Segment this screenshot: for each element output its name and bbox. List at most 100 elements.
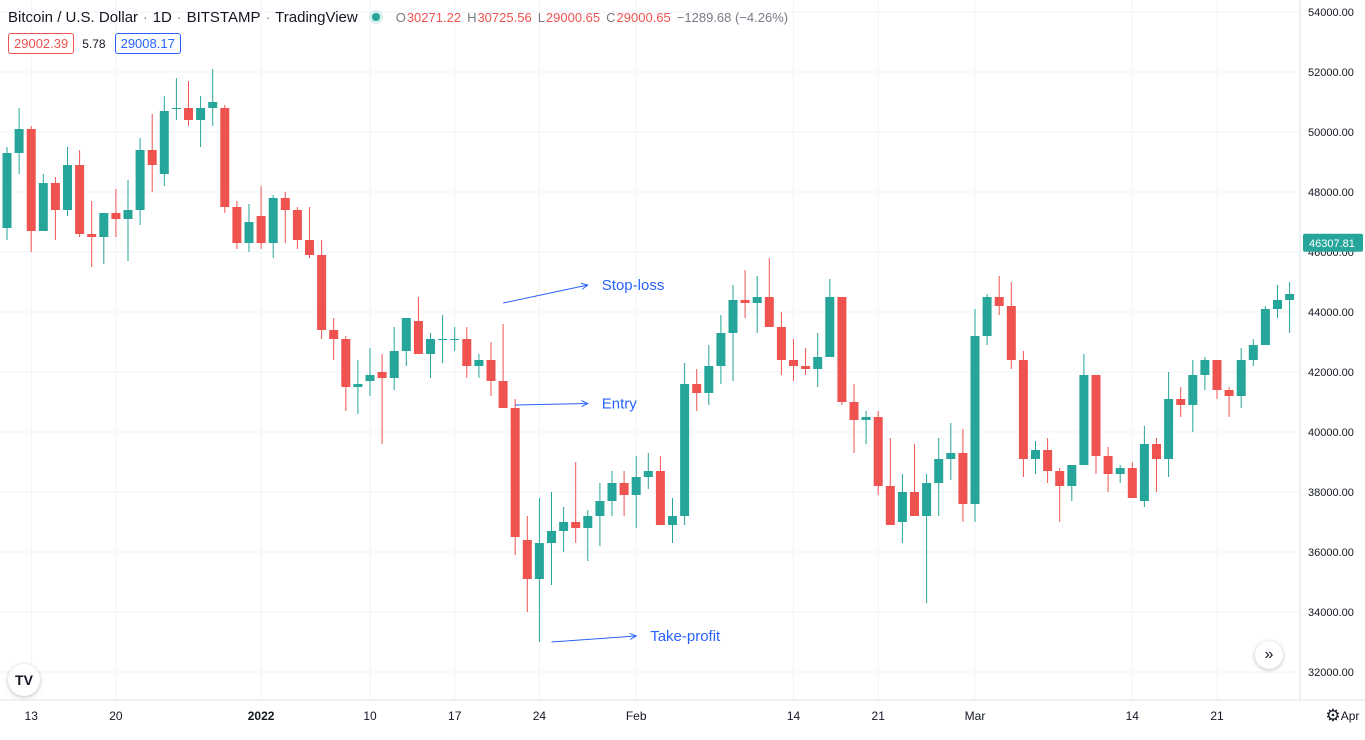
candle-up bbox=[1236, 348, 1246, 408]
candle-down bbox=[740, 270, 750, 318]
time-tick-label: Mar bbox=[965, 709, 986, 723]
time-tick-label: 2022 bbox=[248, 709, 275, 723]
candle-body bbox=[377, 372, 387, 378]
candle-body bbox=[934, 459, 944, 483]
candle-body bbox=[716, 333, 726, 366]
candle-body bbox=[1043, 450, 1053, 471]
current-price-label: 46307.81 bbox=[1309, 238, 1355, 250]
candle-up bbox=[825, 279, 835, 357]
candle-body bbox=[147, 150, 157, 165]
gear-icon[interactable]: ⚙ bbox=[1325, 706, 1341, 725]
candle-body bbox=[1285, 294, 1295, 300]
candle-body bbox=[486, 360, 496, 381]
candle-body bbox=[861, 417, 871, 420]
separator: · bbox=[143, 9, 148, 25]
scroll-to-realtime-icon[interactable]: » bbox=[1255, 641, 1283, 669]
low-value: 29000.65 bbox=[545, 9, 601, 25]
market-status-icon[interactable] bbox=[371, 13, 380, 21]
candle-up bbox=[583, 510, 593, 561]
candle-up bbox=[135, 138, 145, 225]
candle-body bbox=[607, 483, 617, 501]
candle-down bbox=[958, 429, 968, 522]
symbol-name[interactable]: Bitcoin / U.S. Dollar bbox=[8, 8, 139, 26]
candle-body bbox=[280, 198, 290, 210]
candle-down bbox=[50, 177, 60, 240]
candle-body bbox=[510, 408, 520, 537]
candle-down bbox=[292, 207, 302, 249]
price-tick-label: 50000.00 bbox=[1308, 127, 1354, 139]
candle-body bbox=[1152, 444, 1161, 459]
candle-body bbox=[341, 339, 351, 387]
candle-body bbox=[849, 402, 859, 420]
candle-down bbox=[111, 189, 121, 237]
candle-body bbox=[1224, 390, 1234, 396]
candle-body bbox=[1127, 468, 1137, 498]
candle-body bbox=[292, 210, 302, 240]
candle-down bbox=[776, 312, 786, 375]
candle-up bbox=[982, 294, 992, 345]
candle-down bbox=[184, 81, 193, 126]
candle-down bbox=[341, 336, 351, 411]
low-label: L bbox=[537, 9, 545, 25]
ask-price[interactable]: 29008.17 bbox=[114, 33, 181, 54]
candle-body bbox=[268, 198, 278, 243]
bid-price[interactable]: 29002.39 bbox=[8, 33, 75, 54]
time-axis[interactable]: 13 20 2022 10 17 24 Feb 14 21 Mar 14 21 Apr bbox=[0, 699, 1365, 735]
price-tick-label: 34000.00 bbox=[1308, 607, 1354, 619]
candle-body bbox=[329, 330, 339, 339]
candle-body bbox=[26, 129, 36, 231]
candle-up bbox=[208, 69, 218, 126]
annotations: Stop-loss Entry Take-profit bbox=[502, 277, 722, 645]
candle-body bbox=[2, 153, 12, 228]
time-tick-label: Apr bbox=[1341, 709, 1360, 723]
candle-body bbox=[365, 375, 375, 381]
candle-down bbox=[498, 324, 508, 408]
candle-down bbox=[256, 186, 266, 249]
ohlc-low: L29000.65 bbox=[538, 10, 600, 25]
candle-up bbox=[268, 195, 278, 258]
time-tick-label: 14 bbox=[787, 709, 801, 723]
candle-body bbox=[789, 360, 798, 366]
close-value: 29000.65 bbox=[616, 9, 671, 25]
time-tick-label: 24 bbox=[533, 709, 547, 723]
candle-up bbox=[970, 309, 980, 522]
candle-up bbox=[401, 318, 411, 366]
candle-down bbox=[789, 339, 798, 381]
candle-body bbox=[87, 234, 97, 237]
annotation-stop-loss[interactable]: Stop-loss bbox=[502, 277, 664, 304]
price-tick-label: 54000.00 bbox=[1308, 7, 1354, 19]
annotation-take-profit[interactable]: Take-profit bbox=[551, 628, 722, 645]
candle-down bbox=[910, 444, 919, 516]
candle-down bbox=[619, 471, 629, 516]
candle-down bbox=[1091, 375, 1101, 474]
candle-up bbox=[244, 204, 254, 252]
candle-body bbox=[1103, 456, 1113, 474]
candle-down bbox=[377, 354, 387, 444]
candle-body bbox=[1055, 471, 1065, 486]
candle-body bbox=[1115, 468, 1125, 474]
candle-up bbox=[171, 78, 181, 120]
candle-body bbox=[1176, 399, 1186, 405]
candle-up bbox=[752, 276, 762, 333]
candle-body bbox=[123, 210, 133, 219]
candle-body bbox=[75, 165, 85, 234]
candle-body bbox=[571, 522, 581, 528]
annotation-entry[interactable]: Entry bbox=[515, 396, 637, 413]
arrow-head-icon bbox=[629, 632, 638, 640]
interval-label[interactable]: 1D bbox=[152, 8, 172, 26]
price-tick-label: 40000.00 bbox=[1308, 427, 1354, 439]
price-axis[interactable]: 54000.0052000.0050000.0048000.0046000.00… bbox=[1299, 0, 1365, 700]
candle-up bbox=[1248, 339, 1258, 366]
candle-up bbox=[1115, 465, 1125, 483]
tradingview-logo-icon[interactable]: TV bbox=[8, 664, 40, 696]
candle-up bbox=[559, 507, 569, 552]
candle-body bbox=[232, 207, 242, 243]
candle-up bbox=[668, 498, 677, 543]
candle-body bbox=[813, 357, 823, 369]
annotation-label: Entry bbox=[602, 396, 638, 413]
candle-up bbox=[438, 315, 448, 363]
candle-body bbox=[99, 213, 109, 237]
candle-body bbox=[801, 366, 811, 369]
